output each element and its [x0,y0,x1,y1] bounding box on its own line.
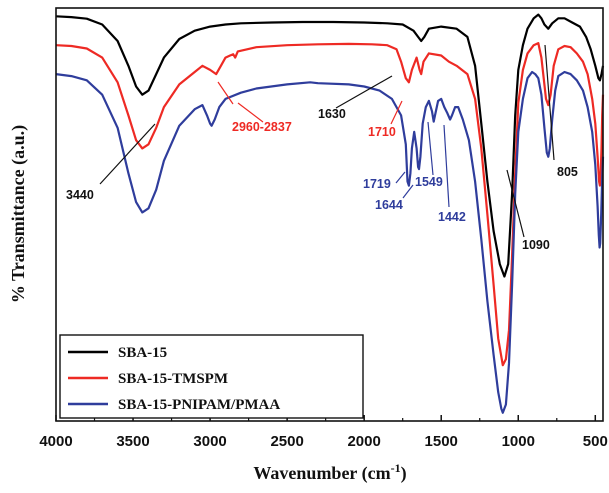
plot-frame [55,7,604,422]
annotation-leader-2960-2837-1 [237,102,264,123]
annotation-label-1644: 1644 [375,198,403,212]
annotation-leader-805-0 [544,44,555,161]
y-axis-title: % Transmittance (a.u.) [8,125,29,303]
annotation-leader-1442-0 [443,124,450,208]
annotation-leader-1710-0 [390,100,403,125]
annotation-leader-2960-2837-0 [217,81,234,105]
annotation-leader-1644-0 [402,184,414,199]
annotation-label-805: 805 [557,165,578,179]
series-line-sba-15 [55,13,605,278]
x-axis-title-close: ) [401,463,407,484]
legend-label-sba-15-pnipam-pmaa: SBA-15-PNIPAM/PMAA [118,397,280,413]
x-axis-title-superscript: -1 [391,461,401,475]
annotation-leader-1630-0 [335,75,393,109]
annotation-label-2960-2837: 2960-2837 [232,120,292,134]
x-tick-label-2000: 2000 [347,433,380,450]
x-tick-label-4000: 4000 [39,433,72,450]
annotation-label-1630: 1630 [318,107,346,121]
annotation-leader-3440-0 [99,123,156,185]
x-tick-label-1000: 1000 [502,433,535,450]
x-tick-label-3000: 3000 [193,433,226,450]
annotation-labels: 3440 2960-2837 1630 1710 1719 1644 1549 1442 109… [66,107,578,252]
series-line-sba-15-tmspm [55,42,605,367]
annotation-label-1719: 1719 [363,177,391,191]
annotation-label-1442: 1442 [438,210,466,224]
annotation-label-1710: 1710 [368,125,396,139]
legend-label-sba-15: SBA-15 [118,345,167,361]
annotation-label-1090: 1090 [522,238,550,252]
legend-label-sba-15-tmspm: SBA-15-TMSPM [118,371,228,387]
legend-box [59,334,364,419]
x-ticks: 4000 3500 3000 2500 2000 1500 1000 500 [39,415,608,450]
annotation-label-3440: 3440 [66,188,94,202]
x-tick-label-500: 500 [583,433,608,450]
series-line-sba-15-pnipam-pmaa [55,70,605,414]
annotation-leader-1549-0 [427,121,434,176]
x-tick-label-2500: 2500 [270,433,303,450]
series-layer [55,13,605,414]
annotation-leader-1090-0 [506,169,525,238]
x-axis-title-main: Wavenumber (cm [253,463,390,484]
x-axis-title: Wavenumber (cm-1) [253,461,406,484]
legend: SBA-15 SBA-15-TMSPM SBA-15-PNIPAM/PMAA [59,334,364,419]
x-tick-label-1500: 1500 [425,433,458,450]
annotation-label-1549: 1549 [415,175,443,189]
annotation-leader-1719-0 [395,171,406,184]
x-tick-label-3500: 3500 [116,433,149,450]
annotation-leaders [99,44,555,238]
